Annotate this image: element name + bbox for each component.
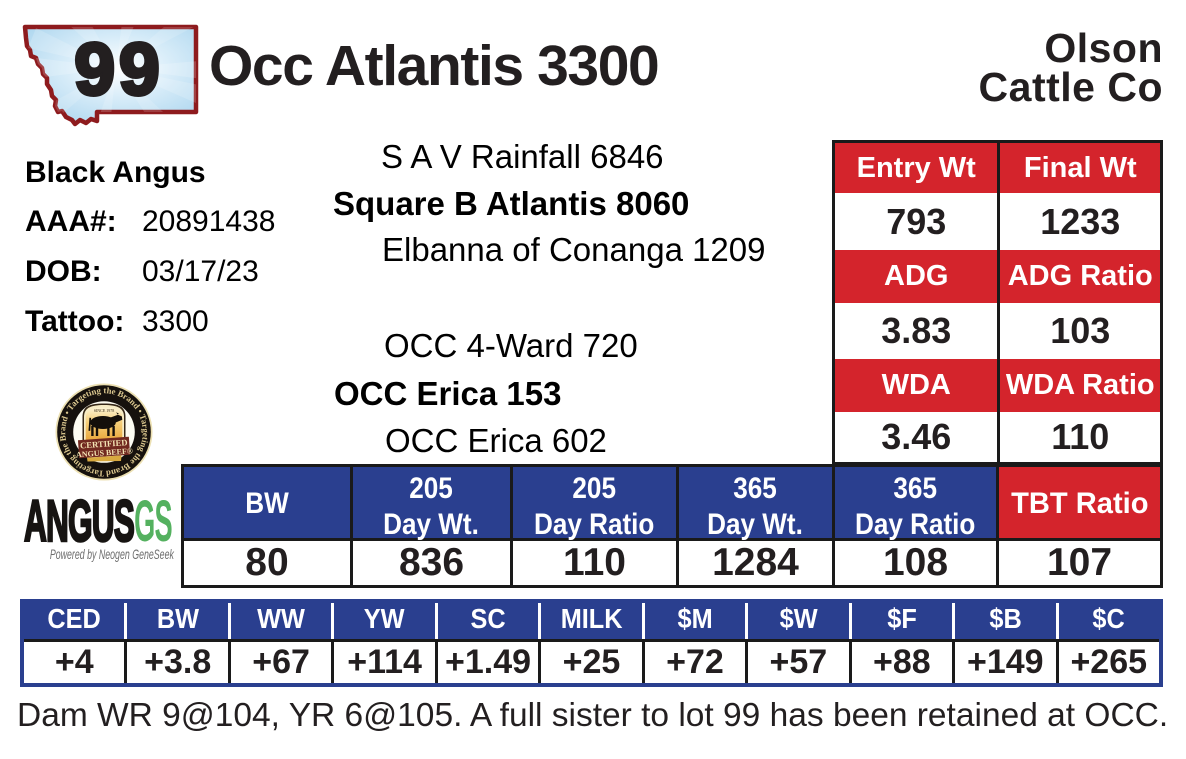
- svg-text:SINCE 1978: SINCE 1978: [94, 408, 115, 413]
- svg-text:99: 99: [74, 30, 163, 111]
- svg-text:CERTIFIED: CERTIFIED: [80, 437, 128, 450]
